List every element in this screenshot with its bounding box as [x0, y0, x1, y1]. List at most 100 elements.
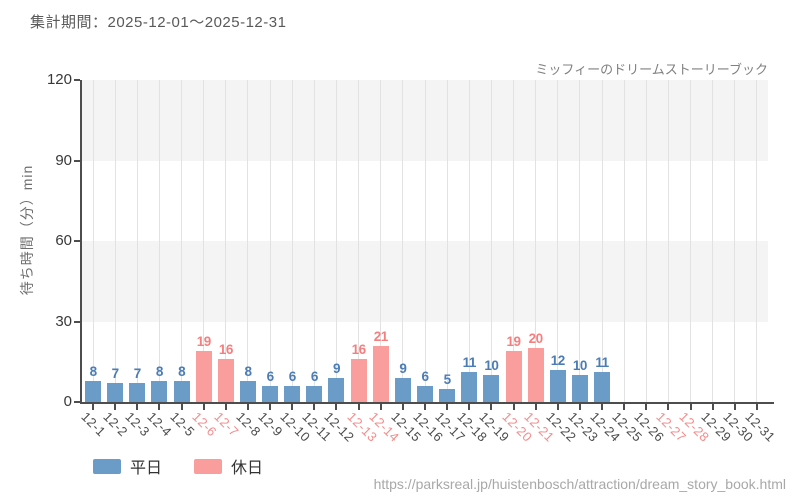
y-axis-title: 待ち時間（分）min [19, 164, 35, 296]
bar-value-label: 10 [484, 358, 499, 373]
y-tick-mark [74, 159, 80, 162]
gridline [291, 80, 293, 402]
gridline [645, 80, 647, 402]
y-tick-label: 30 [55, 312, 72, 330]
wait-time-bar-12-22[interactable] [549, 370, 566, 402]
y-tick-label: 60 [55, 232, 72, 249]
source-url: https://parksreal.jp/huistenbosch/attrac… [373, 476, 786, 492]
wait-time-bar-12-6[interactable] [195, 351, 212, 402]
x-tick-mark [711, 404, 714, 410]
wait-time-bar-12-7[interactable] [217, 359, 234, 402]
legend-item-holiday: 休日 [194, 454, 263, 478]
wait-time-bar-12-10[interactable] [284, 386, 301, 402]
y-tick-mark [74, 320, 80, 323]
legend-label-holiday: 休日 [231, 460, 264, 477]
wait-time-bar-12-1[interactable] [85, 381, 102, 402]
x-tick-mark [136, 404, 139, 410]
gridline [623, 80, 625, 402]
bar-value-label: 8 [89, 364, 98, 379]
wait-time-bar-12-17[interactable] [439, 389, 456, 402]
x-tick-mark [446, 404, 449, 410]
bar-value-label: 16 [351, 342, 367, 357]
bar-value-label: 21 [373, 329, 389, 344]
y-tick-mark [74, 401, 80, 403]
wait-time-bar-12-11[interactable] [306, 386, 323, 402]
wait-time-bar-12-8[interactable] [239, 381, 256, 402]
x-tick-mark [114, 404, 117, 410]
wait-time-bar-12-23[interactable] [571, 375, 588, 402]
gridline [756, 80, 758, 402]
wait-time-bar-12-18[interactable] [461, 372, 478, 402]
bar-value-label: 7 [111, 366, 120, 381]
gridline [402, 80, 404, 402]
gridline [468, 80, 470, 402]
x-tick-mark [269, 404, 272, 410]
x-tick-mark [512, 404, 515, 410]
bar-value-label: 19 [196, 334, 212, 349]
gridline [313, 80, 315, 402]
bar-value-label: 9 [332, 361, 341, 376]
bar-value-label: 12 [550, 353, 566, 368]
gridline [358, 80, 360, 402]
x-tick-mark [733, 404, 736, 410]
bar-value-label: 10 [572, 358, 588, 373]
wait-time-bar-12-15[interactable] [394, 378, 411, 402]
gridline [269, 80, 271, 402]
gridline [513, 80, 515, 402]
x-axis-line [80, 402, 774, 404]
y-tick-label: 90 [55, 151, 72, 169]
wait-time-bar-12-3[interactable] [129, 383, 146, 402]
gridline [225, 80, 227, 402]
x-tick-mark [224, 404, 227, 410]
bar-value-label: 11 [462, 355, 477, 370]
x-tick-mark [92, 404, 95, 410]
bar-value-label: 6 [421, 369, 429, 384]
wait-time-bar-12-2[interactable] [107, 383, 124, 402]
x-tick-mark [246, 404, 249, 410]
wait-time-bar-12-20[interactable] [505, 351, 522, 402]
wait-time-bar-12-9[interactable] [262, 386, 279, 402]
gridline [734, 80, 736, 402]
gridline [424, 80, 426, 402]
gridline [380, 80, 382, 402]
wait-time-bar-12-21[interactable] [527, 348, 544, 402]
wait-time-bar-12-14[interactable] [372, 346, 389, 402]
x-tick-mark [158, 404, 161, 410]
wait-time-bar-12-24[interactable] [594, 372, 611, 402]
y-axis-line [80, 80, 82, 404]
wait-time-bar-12-19[interactable] [483, 375, 500, 402]
wait-time-bar-12-4[interactable] [151, 381, 168, 402]
wait-time-bar-12-12[interactable] [328, 378, 345, 402]
x-tick-mark [401, 404, 404, 410]
gridline [114, 80, 116, 402]
x-tick-mark [689, 404, 692, 410]
x-tick-label-12-5: 12-5 [166, 409, 198, 440]
x-tick-mark [357, 404, 360, 410]
gridline [690, 80, 692, 402]
bar-value-label: 8 [244, 364, 252, 379]
attraction-name-subtitle: ミッフィーのドリームストーリーブック [535, 62, 768, 77]
report-period-title: 集計期間：2025-12-01～2025-12-31 [30, 14, 287, 31]
gridline [203, 80, 205, 402]
gridline [136, 80, 138, 402]
bar-value-label: 7 [133, 366, 142, 381]
gridline [335, 80, 337, 402]
x-axis-tick-labels: 12-1 12-2 12-3 12-4 12-5 12-6 12-7 12-8 12-9 12-1… [78, 404, 782, 459]
x-tick-mark [534, 404, 537, 410]
gridline [712, 80, 714, 402]
gridline [557, 80, 559, 402]
gridline [601, 80, 603, 402]
x-tick-mark [291, 404, 294, 410]
legend-label-weekday: 平日 [130, 460, 163, 477]
wait-time-bar-12-13[interactable] [350, 359, 367, 402]
x-tick-mark [202, 404, 205, 410]
bar-value-label: 20 [528, 331, 544, 346]
wait-time-bar-12-5[interactable] [173, 381, 190, 402]
bar-value-label: 8 [178, 364, 186, 379]
bar-value-label: 9 [399, 361, 407, 376]
gridline [158, 80, 160, 402]
wait-time-bar-12-16[interactable] [417, 386, 433, 402]
x-tick-mark [313, 404, 316, 410]
x-tick-mark [556, 404, 559, 410]
